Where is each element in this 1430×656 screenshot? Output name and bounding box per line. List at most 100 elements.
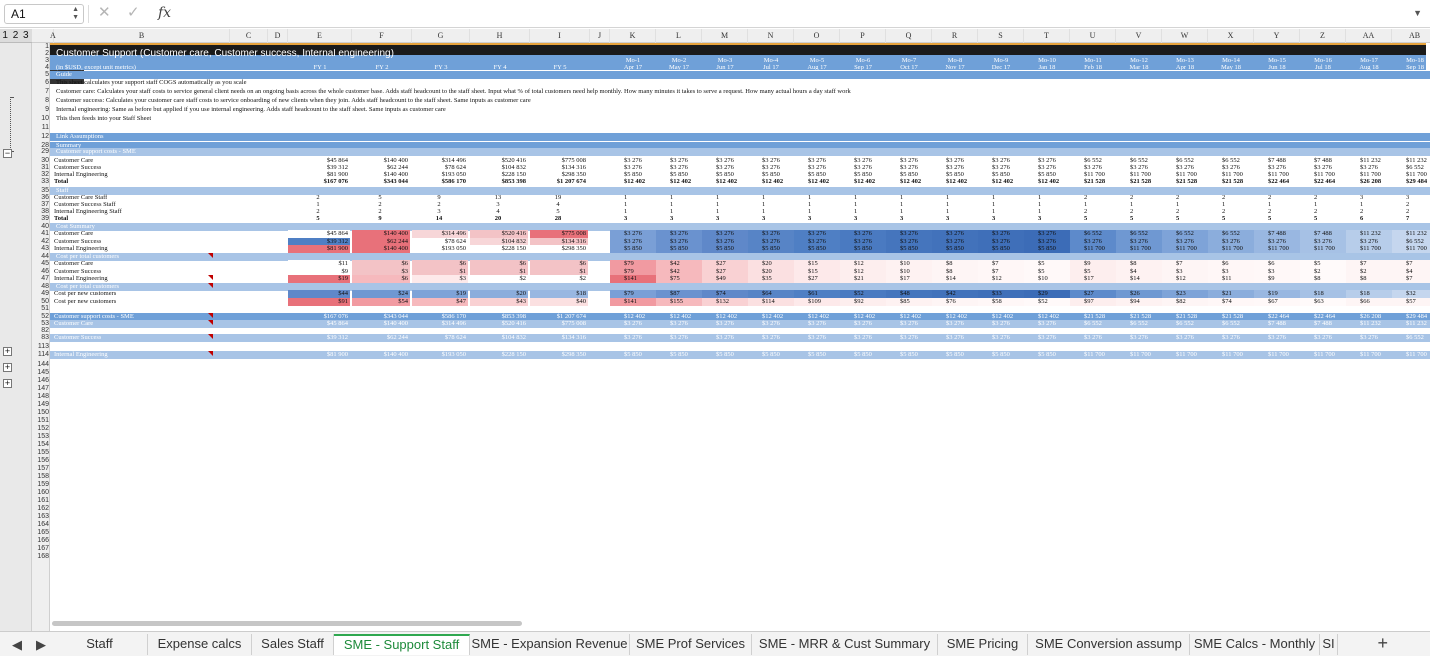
row-header-5[interactable]: 5: [45, 71, 49, 78]
row-header-147[interactable]: 147: [37, 385, 49, 392]
stepper-icon[interactable]: ▲ ▼: [72, 6, 79, 21]
row-header-166[interactable]: 166: [37, 537, 49, 544]
row-header-41[interactable]: 41: [41, 230, 49, 237]
row-header-43[interactable]: 43: [41, 245, 49, 252]
sheet-tab-sme-support-staff[interactable]: SME - Support Staff: [334, 634, 470, 655]
row-header-51[interactable]: 51: [41, 305, 49, 312]
outline-levels[interactable]: 1 2 3: [0, 29, 32, 43]
column-header-g[interactable]: G: [412, 29, 470, 43]
row-header-168[interactable]: 168: [37, 553, 49, 560]
row-header-30[interactable]: 30: [41, 157, 49, 164]
row-header-144[interactable]: 144: [37, 361, 49, 368]
row-header-35[interactable]: 35: [41, 187, 49, 194]
confirm-icon[interactable]: ✓: [127, 4, 140, 21]
horizontal-scrollbar[interactable]: [52, 621, 522, 626]
row-header-7[interactable]: 7: [45, 88, 49, 95]
row-header-150[interactable]: 150: [37, 409, 49, 416]
sheet-tab-sme-expansion-revenue[interactable]: SME - Expansion Revenue: [470, 634, 630, 655]
row-header-37[interactable]: 37: [41, 201, 49, 208]
row-header-12[interactable]: 12: [41, 133, 49, 140]
row-header-38[interactable]: 38: [41, 208, 49, 215]
row-header-82[interactable]: 82: [41, 327, 49, 334]
row-header-6[interactable]: 6: [45, 79, 49, 86]
row-header-9[interactable]: 9: [45, 106, 49, 113]
row-header-50[interactable]: 50: [41, 298, 49, 305]
row-header-146[interactable]: 146: [37, 377, 49, 384]
sheet-tab-sme-pricing[interactable]: SME Pricing: [938, 634, 1028, 655]
row-header-42[interactable]: 42: [41, 238, 49, 245]
name-box[interactable]: A1 ▲ ▼: [4, 4, 84, 24]
sheet-tab-sme-mrr-cust-summary[interactable]: SME - MRR & Cust Summary: [752, 634, 938, 655]
row-header-33[interactable]: 33: [41, 178, 49, 185]
row-header-151[interactable]: 151: [37, 417, 49, 424]
column-header-n[interactable]: N: [748, 29, 794, 43]
column-header-b[interactable]: B: [54, 29, 230, 43]
column-header-d[interactable]: D: [268, 29, 288, 43]
row-header-160[interactable]: 160: [37, 489, 49, 496]
row-header-28[interactable]: 28: [41, 142, 49, 149]
row-header-161[interactable]: 161: [37, 497, 49, 504]
row-header-156[interactable]: 156: [37, 457, 49, 464]
outline-expand-icon[interactable]: +: [3, 378, 12, 388]
column-header-v[interactable]: V: [1116, 29, 1162, 43]
row-header-47[interactable]: 47: [41, 275, 49, 282]
column-header-u[interactable]: U: [1070, 29, 1116, 43]
row-header-44[interactable]: 44: [41, 253, 49, 260]
sheet-tab-sme-conversion-assump[interactable]: SME Conversion assump: [1028, 634, 1190, 655]
row-header-113[interactable]: 113: [37, 343, 49, 350]
row-header-45[interactable]: 45: [41, 260, 49, 267]
row-header-154[interactable]: 154: [37, 441, 49, 448]
add-sheet-icon[interactable]: +: [1377, 633, 1388, 653]
column-header-r[interactable]: R: [932, 29, 978, 43]
column-header-q[interactable]: Q: [886, 29, 932, 43]
sheet-tab-sales-staff[interactable]: Sales Staff: [252, 634, 334, 655]
row-header-159[interactable]: 159: [37, 481, 49, 488]
cancel-icon[interactable]: ✕: [98, 4, 111, 21]
row-header-53[interactable]: 53: [41, 320, 49, 327]
column-header-i[interactable]: I: [530, 29, 590, 43]
row-header-163[interactable]: 163: [37, 513, 49, 520]
row-header-149[interactable]: 149: [37, 401, 49, 408]
column-header-o[interactable]: O: [794, 29, 840, 43]
column-header-f[interactable]: F: [352, 29, 412, 43]
row-header-31[interactable]: 31: [41, 164, 49, 171]
row-header-153[interactable]: 153: [37, 433, 49, 440]
outline-expand-icon[interactable]: +: [3, 362, 12, 372]
sheet-grid[interactable]: Customer Support (Customer care, Custome…: [50, 43, 1430, 631]
row-header-155[interactable]: 155: [37, 449, 49, 456]
row-header-145[interactable]: 145: [37, 369, 49, 376]
row-header-32[interactable]: 32: [41, 171, 49, 178]
column-header-ab[interactable]: AB: [1392, 29, 1430, 43]
sheet-tab-staff[interactable]: Staff: [52, 634, 148, 655]
sheet-tab-expense-calcs[interactable]: Expense calcs: [148, 634, 252, 655]
row-header-10[interactable]: 10: [41, 115, 49, 122]
outline-expand-icon[interactable]: +: [3, 346, 12, 356]
row-header-165[interactable]: 165: [37, 529, 49, 536]
row-header-164[interactable]: 164: [37, 521, 49, 528]
column-header-m[interactable]: M: [702, 29, 748, 43]
row-header-114[interactable]: 114: [37, 351, 49, 358]
row-header-83[interactable]: 83: [41, 334, 49, 341]
column-header-l[interactable]: L: [656, 29, 702, 43]
row-header-2[interactable]: 2: [45, 50, 49, 57]
outline-collapse-icon[interactable]: −: [3, 148, 12, 158]
sheet-tab-si[interactable]: SI: [1320, 634, 1338, 655]
row-header-29[interactable]: 29: [41, 148, 49, 155]
column-header-aa[interactable]: AA: [1346, 29, 1392, 43]
row-header-52[interactable]: 52: [41, 313, 49, 320]
column-header-j[interactable]: J: [590, 29, 610, 43]
prev-sheet-icon[interactable]: ◀: [12, 637, 22, 652]
row-header-152[interactable]: 152: [37, 425, 49, 432]
column-header-a[interactable]: A: [50, 29, 56, 43]
column-header-k[interactable]: K: [610, 29, 656, 43]
sheet-tab-sme-prof-services[interactable]: SME Prof Services: [630, 634, 752, 655]
column-header-e[interactable]: E: [288, 29, 352, 43]
sheet-tab-sme-calcs-monthly[interactable]: SME Calcs - Monthly: [1190, 634, 1320, 655]
column-header-p[interactable]: P: [840, 29, 886, 43]
column-header-s[interactable]: S: [978, 29, 1024, 43]
column-header-h[interactable]: H: [470, 29, 530, 43]
row-header-157[interactable]: 157: [37, 465, 49, 472]
column-header-w[interactable]: W: [1162, 29, 1208, 43]
function-icon[interactable]: fx: [158, 5, 172, 21]
row-header-8[interactable]: 8: [45, 97, 49, 104]
